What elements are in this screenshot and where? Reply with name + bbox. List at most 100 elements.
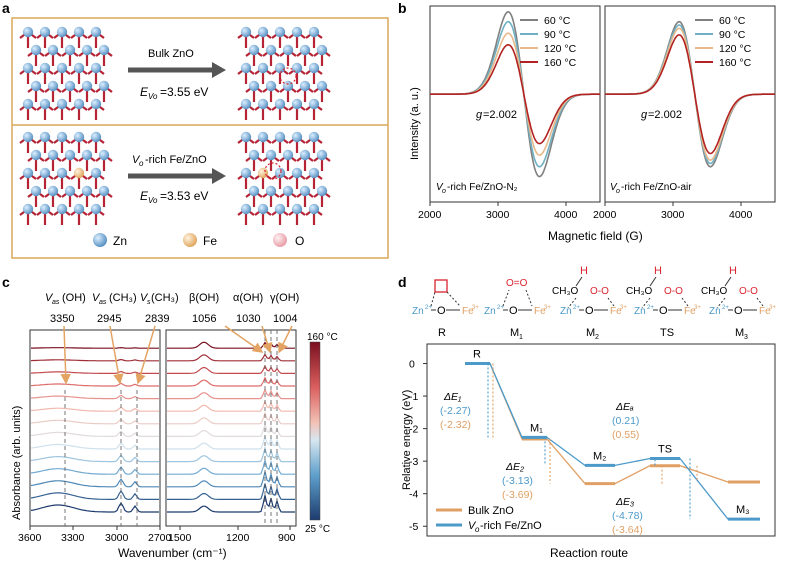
zn-charge: 2+ [573, 305, 580, 311]
panel-b-letter: b [398, 0, 407, 16]
zn-atom [56, 26, 68, 38]
structure-sub: 1 [519, 334, 523, 341]
zn-atom [47, 149, 59, 161]
zn-atom [274, 167, 286, 179]
delta-label: ΔE₂ [505, 461, 524, 473]
zn-atom [22, 203, 34, 215]
bond-line [430, 291, 436, 307]
ftir-tick-label: 900 [278, 532, 296, 544]
zn-atom [248, 185, 260, 197]
ftir-left-spectrum [30, 430, 159, 438]
zn-label: Zn [560, 306, 572, 317]
h-label: H [729, 265, 737, 277]
zn-atom [257, 26, 269, 38]
legend-zn-label: Zn [113, 234, 127, 248]
peak-arrow [60, 325, 71, 385]
fe-label: Fe [684, 306, 696, 317]
zn-atom [73, 26, 85, 38]
peak-greek-label: γ(OH) [270, 292, 299, 304]
zn-atom [257, 203, 269, 215]
zn-atom [282, 149, 294, 161]
zn-atom [81, 149, 93, 161]
bottom-e-sub: Vo [148, 196, 158, 205]
ftir-tick-label: 1200 [226, 532, 250, 544]
delta-value-bulk: (-3.69) [502, 489, 533, 501]
fe-atom [73, 167, 85, 179]
ftir-right-spectrum [167, 471, 295, 488]
epr-legend-label: 120 °C [719, 43, 752, 55]
structure-label: TS [660, 327, 674, 339]
crystal-structures [19, 26, 331, 225]
delta-label: ΔE₃ [615, 496, 634, 508]
epr-legend-label: 160 °C [544, 57, 577, 69]
zn-atom [299, 80, 311, 92]
zn-atom [39, 131, 51, 143]
legend-rich-sub: o [475, 525, 480, 534]
ch3o-label: CH₃O [701, 286, 728, 297]
fe-charge: 3+ [472, 305, 479, 311]
fe-charge: 3+ [544, 305, 551, 311]
energy-ytick-label: 0 [409, 359, 415, 371]
ftir-left-spectrum [30, 394, 159, 400]
zn-atom [257, 131, 269, 143]
ftir-right-spectrum [167, 353, 295, 362]
zn-atom [47, 185, 59, 197]
state-label: R [473, 349, 481, 361]
sample-left-label: -rich Fe/ZnO-N₂ [447, 182, 518, 193]
vacancy-square [434, 279, 448, 293]
structure-label: M [735, 327, 744, 339]
top-e-symbol: E [140, 85, 149, 99]
zn-atom [257, 62, 269, 74]
zn-label: Zn [709, 306, 721, 317]
ftir-left-spectrum [30, 442, 159, 450]
structure-label: R [438, 327, 446, 339]
zn-charge: 2+ [647, 305, 654, 311]
zn-atom [39, 98, 51, 110]
energy-ytick-label: -1 [409, 391, 418, 403]
panel-a: a Bulk ZnO E Vo =3.55 eV V o -rich Fe/Zn… [2, 0, 389, 259]
g-symbol-left: g [476, 109, 483, 121]
zn-atom [265, 80, 277, 92]
legend-fe-label: Fe [203, 234, 217, 248]
zn-atom [56, 131, 68, 143]
top-process-label: Bulk ZnO [148, 48, 194, 60]
zn-charge: 2+ [425, 305, 432, 311]
top-energy-value: =3.55 eV [160, 85, 208, 99]
zn-atom [22, 62, 34, 74]
delta-label: ΔEₐ [615, 401, 634, 413]
legend-o-atom [273, 233, 287, 247]
energy-ytick-label: -3 [409, 456, 418, 468]
energy-ytick-label: -2 [409, 424, 418, 436]
legend-o-label: O [295, 234, 304, 248]
delta-value-rich: (-3.13) [502, 475, 533, 487]
ftir-left-spectrum [30, 418, 159, 425]
peak-name: (CH₃) [151, 292, 179, 304]
zn-atom [291, 203, 303, 215]
sample-right-label: -rich Fe/ZnO-air [621, 182, 692, 193]
fe-atom [257, 167, 269, 179]
bond-line [575, 276, 583, 287]
epr-ylabel: Intensity (a. u.) [409, 87, 421, 160]
zn-atom [56, 203, 68, 215]
zn-atom [98, 44, 110, 56]
zn-atom [291, 98, 303, 110]
zn-atom [90, 26, 102, 38]
epr-right-curves [605, 20, 775, 168]
zn-atom [274, 98, 286, 110]
peak-greek-label: β(OH) [189, 292, 219, 304]
ftir-right-spectrum [167, 387, 295, 400]
ftir-right-spectrum [167, 434, 295, 450]
panel-c-letter: c [2, 274, 10, 290]
zn-atom [291, 167, 303, 179]
bond-line [446, 291, 461, 307]
o-label: O [659, 305, 668, 317]
ftir-tick-label: 3300 [61, 532, 85, 544]
structure-label: M [510, 327, 519, 339]
temperature-colorbar [309, 341, 321, 521]
oo-label: O-O [739, 286, 758, 297]
panel-d-letter: d [398, 274, 407, 290]
zn-atom [240, 62, 252, 74]
epr-legend-label: 60 °C [544, 15, 571, 27]
